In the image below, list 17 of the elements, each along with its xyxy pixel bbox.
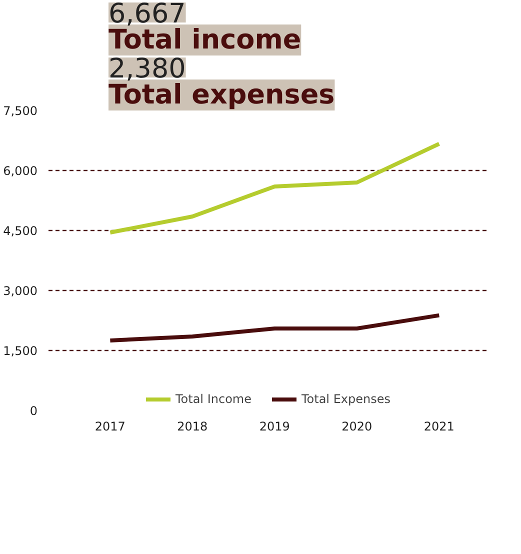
line-series: [108, 313, 442, 342]
text: Total income: [108, 24, 302, 56]
legend-label: Total Expenses: [301, 392, 391, 406]
y-tick-label: 7,500: [3, 104, 38, 118]
y-tick-label: 3,000: [3, 284, 38, 298]
y-tick-label: 4,500: [3, 224, 38, 238]
annotation: Total expenses: [108, 80, 335, 110]
line-series: [108, 142, 442, 234]
x-tick-label: 2017: [94, 420, 126, 434]
x-tick-label: 2020: [342, 420, 372, 434]
y-tick-label: 1,500: [3, 344, 38, 358]
x-tick-label: 2019: [259, 420, 290, 434]
x-tick-label: 2021: [424, 420, 454, 434]
legend-label: Total Income: [175, 392, 252, 406]
y-tick-label: 0: [30, 404, 38, 418]
y-tick-label: 6,000: [3, 164, 38, 178]
x-tick-label: 2018: [177, 420, 208, 434]
